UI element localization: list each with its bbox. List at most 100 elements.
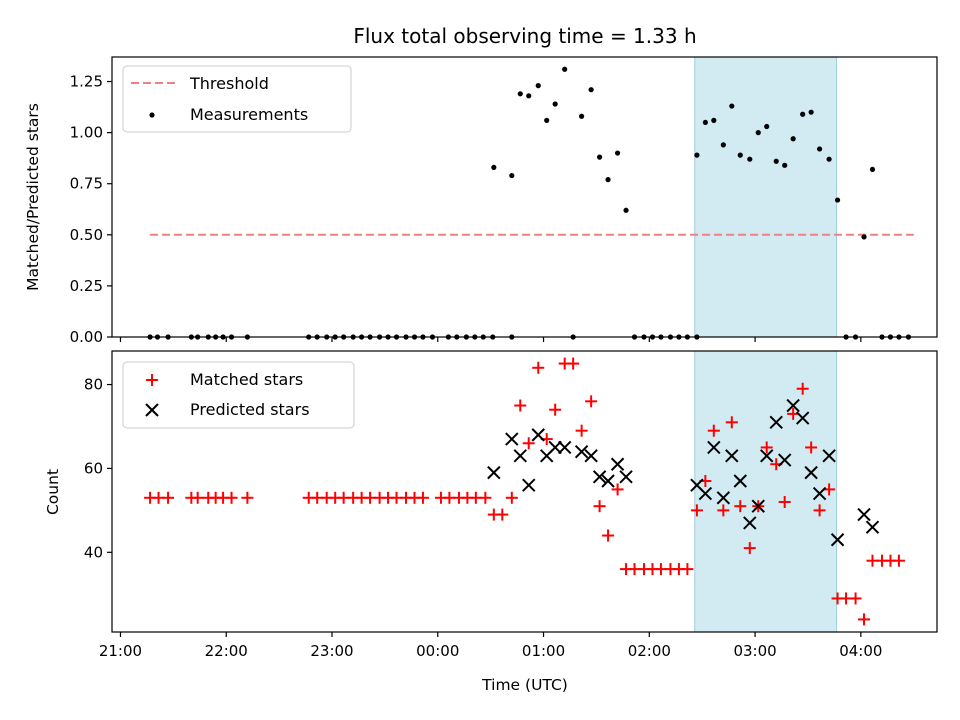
matched-star-point (505, 491, 518, 504)
predicted-star-point (698, 486, 713, 501)
predicted-star-point (487, 465, 501, 480)
measurement-point (552, 101, 558, 107)
matched-star-point (813, 504, 826, 517)
x-tick-label: 02:00 (628, 642, 671, 660)
predicted-star-point (830, 533, 845, 547)
y-tick-label: 80 (84, 376, 103, 394)
measurement-point (605, 177, 611, 183)
x-tick-label: 00:00 (416, 642, 459, 660)
legend-measurements-label: Measurements (190, 105, 308, 124)
measurement-point (491, 164, 497, 170)
x-tick-label: 04:00 (839, 642, 882, 660)
matched-star-point (479, 491, 492, 504)
measurement-point (729, 103, 735, 109)
matched-star-point (602, 529, 615, 542)
matched-star-point (532, 361, 545, 374)
bottom-panel: 40 60 80 21:00 22:00 23:00 00:00 01:00 02:00 03:… (44, 350, 938, 694)
predicted-star-point (619, 470, 633, 484)
measurement-point (562, 66, 568, 72)
measurement-point (747, 156, 753, 162)
predicted-star-point (769, 415, 783, 430)
chart-title: Flux total observing time = 1.33 h (353, 24, 696, 48)
measurement-point (596, 154, 603, 160)
measurement-point (861, 234, 867, 240)
measurement-point (694, 152, 700, 158)
predicted-star-point (777, 453, 792, 467)
predicted-star-point (857, 507, 871, 522)
measurement-point (623, 207, 629, 213)
measurement-point (544, 117, 550, 123)
matched-star-point (496, 508, 509, 521)
predicted-star-point (725, 449, 739, 463)
matched-star-point (849, 592, 862, 605)
predicted-star-point (716, 491, 731, 505)
measurement-point (711, 117, 717, 123)
x-tick-label: 22:00 (205, 642, 248, 660)
top-highlight-span (694, 56, 838, 338)
matched-star-point (549, 403, 562, 416)
matched-star-point (681, 563, 694, 576)
bottom-highlight-span (694, 350, 838, 633)
matched-star-point (191, 491, 204, 504)
predicted-star-point (760, 449, 774, 463)
x-axis-label: Time (UTC) (481, 676, 568, 694)
predicted-star-point (707, 440, 721, 455)
legend-predicted-swatch (145, 403, 159, 417)
measurement-point (755, 130, 761, 136)
predicted-star-point (505, 432, 519, 446)
matched-star-point (778, 495, 791, 508)
x-tick-label: 01:00 (522, 642, 565, 660)
predicted-star-point (795, 411, 810, 425)
legend-matched-label: Matched stars (190, 370, 303, 389)
legend-predicted-label: Predicted stars (190, 400, 310, 419)
matched-star-point (805, 441, 818, 454)
matched-star-point (611, 483, 624, 496)
measurement-point (737, 152, 743, 158)
predicted-star-point (733, 474, 747, 488)
measurement-point (790, 136, 796, 142)
measurement-point (526, 93, 532, 99)
predicted-star-point (786, 398, 800, 413)
y-tick-label: 60 (84, 459, 103, 477)
matched-star-point (725, 416, 738, 429)
y-tick-label: 0.00 (70, 328, 103, 346)
measurement-point (773, 158, 779, 164)
legend-measurements-swatch (149, 112, 155, 118)
matched-star-point (416, 491, 429, 504)
matched-star-point (796, 382, 809, 395)
y-tick-label: 0.50 (70, 226, 103, 244)
matched-star-point (892, 554, 905, 567)
matched-star-point (858, 613, 871, 626)
matched-star-point (225, 491, 238, 504)
matched-star-point (707, 424, 720, 437)
measurement-point (720, 142, 726, 148)
predicted-star-point (812, 486, 827, 501)
bottom-y-axis-label: Count (44, 469, 62, 515)
matched-star-point (575, 424, 588, 437)
predicted-star-point (513, 449, 527, 463)
bottom-legend-box (122, 361, 355, 429)
measurement-point (614, 150, 621, 156)
legend-matched-swatch (146, 374, 158, 386)
matched-star-point (593, 500, 606, 513)
matched-star-point (690, 504, 703, 517)
y-tick-label: 1.25 (70, 73, 103, 91)
matched-star-point (760, 441, 773, 454)
measurement-point (782, 162, 788, 168)
bottom-axes-frame (111, 350, 938, 633)
measurement-point (834, 197, 841, 203)
measurement-point (579, 113, 585, 119)
predicted-star-point (531, 428, 545, 442)
measurement-point (535, 83, 541, 89)
predicted-star-point (804, 465, 818, 480)
measurement-point (702, 119, 708, 126)
highlight-span (694, 350, 838, 633)
matched-star-point (717, 504, 730, 517)
top-axes-frame (111, 56, 938, 338)
predicted-star-point (751, 499, 765, 513)
predicted-star-point (522, 478, 536, 492)
top-panel: 0.00 0.25 0.50 0.75 1.00 1.25 Matched/Predict… (24, 56, 938, 346)
bottom-legend: Matched stars Predicted stars (122, 361, 355, 429)
predicted-star-point (743, 516, 757, 530)
